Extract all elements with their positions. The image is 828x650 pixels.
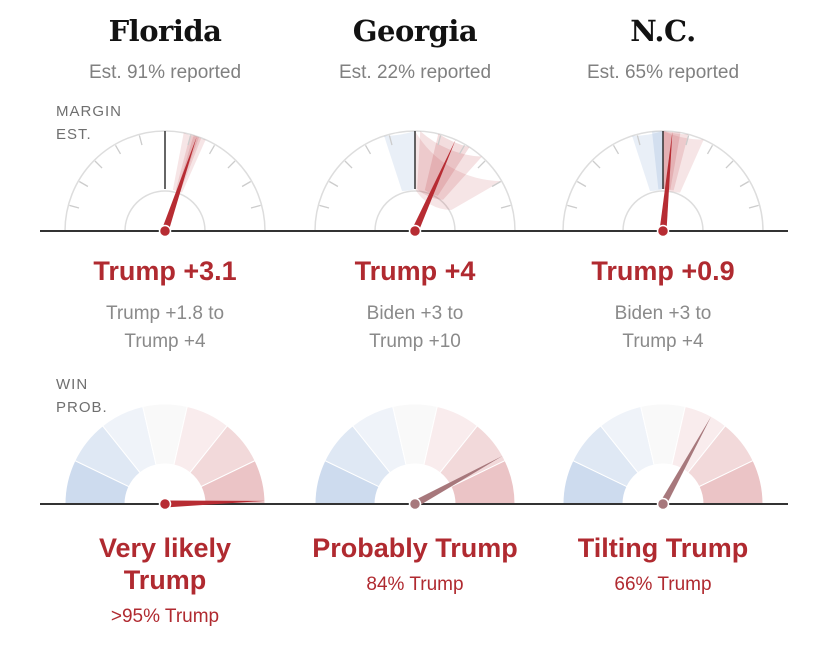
margin-band-rep — [415, 131, 502, 210]
dial-tick — [576, 180, 587, 188]
margin-range: Biden +3 to Trump +4 — [538, 300, 788, 356]
margin-band-dem — [652, 131, 663, 190]
margin-gauge — [290, 130, 540, 236]
dial-tick — [328, 180, 339, 188]
win-headline: Probably Trump — [280, 532, 550, 564]
dial-tick — [241, 180, 252, 188]
margin-headline: Trump +4 — [354, 256, 476, 286]
range-line-2: Trump +4 — [622, 331, 704, 352]
margin-range: Biden +3 to Trump +10 — [290, 300, 540, 356]
needle-pivot — [408, 497, 422, 510]
state-title: Florida — [108, 14, 222, 48]
gauge-needle — [659, 131, 673, 232]
gauge-needle — [161, 136, 197, 233]
dial-tick — [138, 135, 143, 146]
dial-tick — [437, 135, 442, 146]
margin-band-dem — [632, 131, 663, 192]
margin-band-rep — [417, 131, 482, 200]
dial-tick — [319, 204, 330, 209]
needle-pivot — [158, 224, 172, 236]
win-headline-line-1: Very likely — [98, 533, 232, 563]
dial-tick — [567, 204, 578, 209]
dial-tick — [592, 160, 601, 169]
dial-tick — [208, 144, 216, 155]
win-headline: Very likely Trump — [30, 532, 300, 596]
dial-tick — [114, 144, 122, 155]
win-prob-label: >95% Trump — [110, 606, 220, 627]
dial-tick — [612, 144, 620, 155]
dial-tick — [388, 135, 393, 146]
range-line-1: Biden +3 to — [614, 303, 712, 324]
margin-headline: Trump +0.9 — [591, 256, 735, 286]
win-prob-gauge — [290, 403, 540, 510]
win-headline: Tilting Trump — [528, 532, 798, 564]
reported-text: Est. 22% reported — [338, 62, 492, 83]
dial-inner-outline — [374, 190, 456, 232]
dial-tick — [364, 144, 372, 155]
state-column-nc: N.C. Est. 65% reported Trump +0.9 Biden … — [538, 0, 788, 650]
win-row-label: WIN PROB. — [56, 373, 108, 419]
dial-tick — [739, 180, 750, 188]
state-title: Georgia — [352, 14, 478, 48]
dial-tick — [636, 135, 641, 146]
dial-tick — [685, 135, 690, 146]
state-column-georgia: Georgia Est. 22% reported Trump +4 Biden… — [290, 0, 540, 650]
margin-gauge — [40, 130, 290, 236]
needle-pivot — [408, 224, 422, 236]
dial-tick — [187, 135, 192, 146]
reported-text: Est. 91% reported — [88, 62, 242, 83]
gauge-needle — [413, 455, 503, 508]
range-line-1: Trump +1.8 to — [105, 303, 225, 324]
margin-band-dem — [384, 131, 415, 192]
margin-gauge — [538, 130, 788, 236]
gauge-needle — [164, 500, 265, 508]
dial-tick — [725, 160, 734, 169]
dial-tick — [458, 144, 466, 155]
win-prob-label: 66% Trump — [614, 574, 712, 595]
needle-pivot — [656, 224, 670, 236]
dial-inner-outline — [622, 190, 704, 232]
state-column-florida: Florida Est. 91% reported Trump +3.1 Tru… — [40, 0, 290, 650]
win-prob-label: 84% Trump — [366, 574, 464, 595]
dial-tick — [94, 160, 103, 169]
state-title: N.C. — [630, 14, 696, 48]
dial-tick — [227, 160, 236, 169]
dial-tick — [69, 204, 80, 209]
margin-band-rep — [172, 132, 206, 193]
margin-band-rep — [663, 131, 704, 193]
dial-tick — [491, 180, 502, 188]
win-label-line: WIN — [56, 376, 89, 393]
needle-pivot — [158, 497, 172, 510]
dial-tick — [748, 204, 759, 209]
win-headline-line-2: Trump — [123, 565, 207, 595]
range-line-2: Trump +4 — [124, 331, 206, 352]
win-headline-line-1: Tilting Trump — [577, 533, 749, 563]
margin-label-line: MARGIN — [56, 103, 122, 120]
dial-inner-outline — [124, 190, 206, 232]
margin-row-label: MARGIN EST. — [56, 100, 122, 146]
dial-tick — [78, 180, 89, 188]
dial-tick — [500, 204, 511, 209]
reported-text: Est. 65% reported — [586, 62, 740, 83]
margin-headline: Trump +3.1 — [93, 256, 237, 286]
prob-label-line: PROB. — [56, 399, 108, 416]
range-line-2: Trump +10 — [369, 331, 461, 352]
est-label-line: EST. — [56, 126, 92, 143]
margin-range: Trump +1.8 to Trump +4 — [40, 300, 290, 356]
dial-tick — [250, 204, 261, 209]
win-headline-line-1: Probably Trump — [312, 533, 518, 563]
win-prob-gauge — [40, 403, 290, 510]
dial-tick — [706, 144, 714, 155]
dial-tick — [477, 160, 486, 169]
win-prob-gauge — [538, 403, 788, 510]
range-line-1: Biden +3 to — [366, 303, 464, 324]
gauge-needle — [659, 416, 712, 506]
gauge-needle — [411, 139, 456, 233]
dial-tick — [344, 160, 353, 169]
needle-pivot — [656, 497, 670, 510]
